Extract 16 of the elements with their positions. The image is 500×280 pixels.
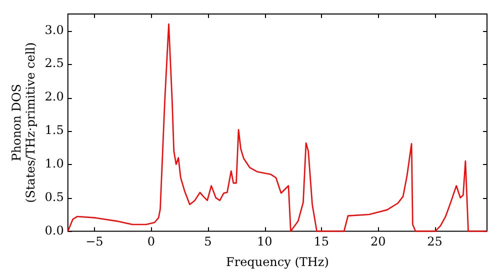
- y-tick-label: 2.0: [44, 90, 64, 104]
- x-axis-title: Frequency (THz): [226, 254, 329, 269]
- x-tick-label: −5: [86, 234, 104, 249]
- y-tick-label: 0.0: [44, 223, 64, 238]
- x-tick-label: 25: [427, 234, 442, 249]
- x-tick-label: 20: [370, 234, 386, 249]
- x-tick-label: 5: [204, 234, 212, 249]
- y-tick-label: 1.5: [44, 123, 64, 138]
- y-tick-label: 0.5: [44, 190, 64, 204]
- x-tick-label: 15: [314, 234, 329, 249]
- x-tick-label: 0: [147, 234, 155, 249]
- y-axis-title: Phonon DOS (States/THz·primitive cell): [9, 42, 38, 203]
- y-tick-label: 3.0: [44, 22, 64, 37]
- y-tick-label: 1.0: [44, 156, 64, 170]
- x-tick-label: 10: [256, 234, 272, 249]
- y-tick-label: 2.5: [44, 56, 64, 70]
